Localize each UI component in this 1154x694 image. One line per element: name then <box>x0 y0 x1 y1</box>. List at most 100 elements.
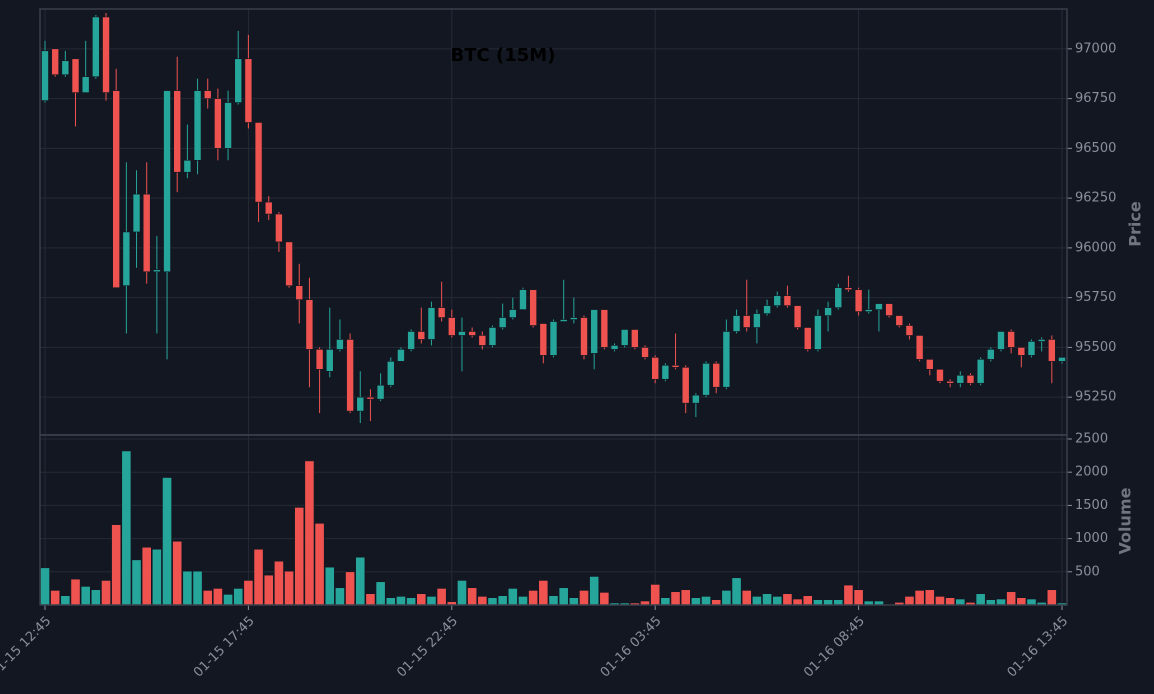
y-tick-label: 96250 <box>1075 191 1116 206</box>
candle-body <box>641 347 649 358</box>
candle-body <box>153 269 161 273</box>
candle-body <box>895 315 904 326</box>
volume-frame <box>39 434 1068 606</box>
volume-bar <box>568 597 579 606</box>
volume-bar <box>162 477 172 606</box>
volume-bar <box>782 593 793 606</box>
candle-body <box>529 289 537 326</box>
volume-bar <box>741 590 752 606</box>
candle-body <box>224 102 232 149</box>
volume-bar <box>121 450 132 606</box>
y-axis-label: Price <box>1126 201 1145 247</box>
volume-bar <box>70 578 81 606</box>
x-tick-label: 01-16 13:45 <box>1005 614 1072 681</box>
candle-body <box>325 349 334 372</box>
candle-body <box>275 213 283 243</box>
volume-bar <box>690 597 701 606</box>
candle-body <box>814 315 822 350</box>
candle-body <box>997 331 1005 350</box>
volume-bar <box>924 589 935 606</box>
candle-body <box>315 349 324 370</box>
candle-body <box>834 287 843 308</box>
volume-bar <box>772 596 783 606</box>
volume-bar <box>324 566 335 606</box>
volume-bar <box>558 587 569 606</box>
candle-body <box>173 90 182 173</box>
candle-body <box>458 331 466 336</box>
candle-body <box>92 16 100 77</box>
candle-body <box>1048 339 1056 362</box>
candle-body <box>417 331 426 340</box>
volume-bar <box>751 596 762 606</box>
volume-bar <box>40 567 50 606</box>
candle-body <box>61 60 70 75</box>
candle-body <box>875 303 883 310</box>
candle-body <box>1007 331 1015 348</box>
candle-body <box>864 309 873 312</box>
volume-bar <box>1006 591 1017 606</box>
candle-body <box>763 305 771 314</box>
volume-bar <box>945 597 956 606</box>
candle-body <box>427 307 436 340</box>
candle-body <box>122 231 131 287</box>
volume-bar <box>711 599 722 606</box>
chart-title: BTC (15M) <box>451 45 556 66</box>
volume-bar <box>131 559 142 606</box>
candle-body <box>987 349 995 360</box>
candle-body <box>193 90 202 161</box>
volume-bar <box>141 546 152 606</box>
candle-body <box>885 303 893 316</box>
volume-bar <box>426 596 437 606</box>
volume-bar <box>813 599 823 606</box>
volume-tick-label: 500 <box>1075 564 1100 579</box>
candle-body <box>1037 339 1046 342</box>
volume-bar <box>467 587 478 606</box>
volume-bar <box>599 592 610 606</box>
candle-body <box>946 380 954 384</box>
candle-body <box>742 315 751 328</box>
candle-body <box>488 327 497 346</box>
candle-body <box>651 357 660 380</box>
volume-bar <box>497 595 508 606</box>
candle-body <box>773 295 782 306</box>
candle-body <box>112 90 120 288</box>
candle-body <box>51 48 59 75</box>
candle-body <box>102 16 110 93</box>
x-tick-label: 01-15 12:45 <box>0 614 54 681</box>
candle-body <box>936 369 944 382</box>
volume-bar <box>263 574 274 606</box>
volume-bar <box>335 587 345 606</box>
volume-bar <box>579 590 589 606</box>
candle-body <box>244 58 253 123</box>
candle-body <box>264 201 273 215</box>
candle-body <box>712 363 721 388</box>
x-tick-label: 01-16 08:45 <box>801 614 868 681</box>
candle-body <box>966 374 975 384</box>
volume-bar <box>406 597 417 606</box>
candle-body <box>1027 341 1036 356</box>
volume-bar <box>365 593 376 606</box>
candle-body <box>854 289 863 312</box>
volume-bar <box>955 598 966 606</box>
candle-body <box>295 285 304 300</box>
volume-bar <box>396 596 406 606</box>
candle-body <box>620 329 629 346</box>
volume-bar <box>457 580 467 606</box>
volume-tick-label: 2500 <box>1075 431 1108 446</box>
candle-body <box>407 331 415 350</box>
candle-body <box>132 193 141 233</box>
volume-bar <box>385 597 396 606</box>
volume-bar <box>721 590 732 606</box>
volume-bar <box>914 590 925 606</box>
volume-bar <box>975 593 986 606</box>
volume-tick-label: 1500 <box>1075 498 1108 513</box>
volume-bar <box>192 570 203 606</box>
volume-bar <box>843 584 854 606</box>
volume-bar <box>680 589 691 606</box>
y-tick-label: 95500 <box>1075 340 1116 355</box>
y-tick-label: 96500 <box>1075 141 1116 156</box>
candle-body <box>509 309 517 318</box>
candle-body <box>600 309 609 348</box>
volume-bar <box>212 588 223 606</box>
volume-bar <box>660 597 671 606</box>
